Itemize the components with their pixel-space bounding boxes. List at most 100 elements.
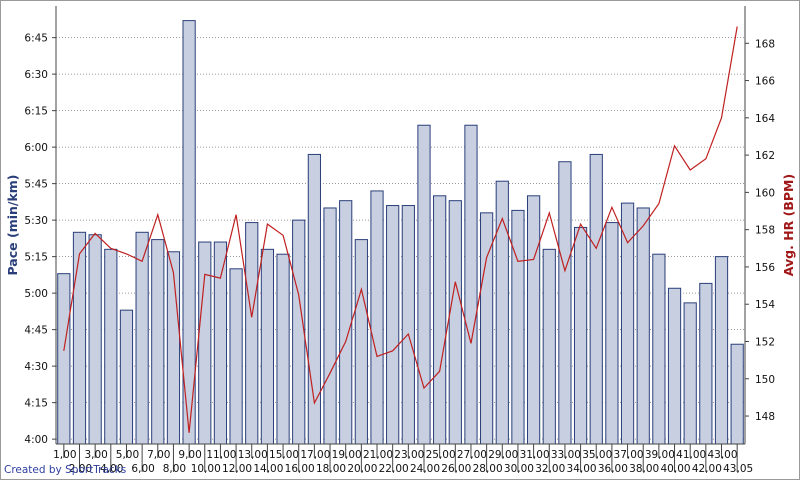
x-tick-label: 16,00 bbox=[285, 463, 315, 475]
hr-tick-label: 160 bbox=[755, 187, 775, 199]
x-tick-label: 17,00 bbox=[300, 449, 330, 461]
hr-tick-label: 162 bbox=[755, 150, 775, 162]
pace-bar bbox=[699, 282, 713, 445]
pace-bar bbox=[370, 190, 384, 445]
pace-tick-label: 5:45 bbox=[24, 179, 48, 191]
pace-tick-label: 4:45 bbox=[24, 325, 48, 337]
credit-label: Created by SportTracks bbox=[4, 464, 127, 476]
pace-bar bbox=[433, 195, 447, 445]
pace-tick-label: 6:45 bbox=[24, 33, 48, 45]
pace-bar bbox=[636, 207, 650, 445]
pace-bar bbox=[88, 234, 102, 445]
pace-bar bbox=[526, 195, 541, 445]
pace-bar bbox=[464, 124, 478, 445]
x-tick-label: 8,00 bbox=[163, 463, 186, 475]
pace-tick-label: 6:00 bbox=[24, 142, 48, 154]
pace-bar bbox=[730, 343, 744, 445]
x-tick-label: 30,00 bbox=[504, 463, 534, 475]
x-tick-label: 36,00 bbox=[598, 463, 628, 475]
x-tick-label: 1,00 bbox=[53, 449, 76, 461]
pace-bar bbox=[292, 219, 306, 445]
pace-bar bbox=[323, 207, 337, 445]
pace-bar bbox=[386, 205, 400, 445]
x-tick-label: 11,00 bbox=[206, 449, 236, 461]
pace-bar bbox=[198, 241, 212, 445]
x-tick-label: 33,00 bbox=[551, 449, 581, 461]
pace-bar bbox=[57, 273, 71, 445]
pace-bar bbox=[166, 251, 181, 445]
pace-bar bbox=[417, 124, 431, 445]
pace-bar bbox=[354, 239, 368, 445]
pace-bar bbox=[135, 231, 149, 445]
x-tick-label: 13,00 bbox=[238, 449, 268, 461]
pace-bar bbox=[104, 248, 118, 445]
pace-tick-label: 4:00 bbox=[24, 434, 48, 446]
y-axis-title: Pace (min/km) bbox=[5, 174, 20, 275]
x-tick-label: 22,00 bbox=[379, 463, 409, 475]
pace-bar bbox=[448, 200, 462, 445]
pace-bar bbox=[589, 153, 603, 445]
x-tick-label: 7,00 bbox=[147, 449, 170, 461]
x-tick-label: 31,00 bbox=[520, 449, 550, 461]
pace-tick-label: 6:15 bbox=[24, 106, 48, 118]
pace-tick-label: 6:30 bbox=[24, 69, 48, 81]
x-tick-label: 38,00 bbox=[629, 463, 659, 475]
pace-tick-label: 5:15 bbox=[24, 252, 48, 264]
x-tick-label: 4,00 bbox=[100, 463, 123, 475]
x-tick-label: 37,00 bbox=[614, 449, 644, 461]
x-tick-label: 35,00 bbox=[582, 449, 612, 461]
x-tick-label: 3,00 bbox=[84, 449, 107, 461]
pace-bar bbox=[182, 20, 196, 445]
hr-tick-label: 166 bbox=[755, 76, 775, 88]
pace-bar bbox=[605, 222, 619, 445]
pace-bar bbox=[542, 248, 556, 445]
x-tick-label: 5,00 bbox=[116, 449, 139, 461]
pace-bar bbox=[573, 226, 588, 445]
pace-bar bbox=[667, 287, 682, 445]
y2-axis-title: Avg. HR (BPM) bbox=[781, 174, 796, 276]
x-tick-label: 9,00 bbox=[178, 449, 201, 461]
pace-bar bbox=[683, 302, 697, 445]
x-tick-label: 42,00 bbox=[692, 463, 722, 475]
pace-tick-label: 4:15 bbox=[24, 398, 48, 410]
pace-bar bbox=[401, 205, 415, 445]
hr-tick-label: 158 bbox=[755, 225, 775, 237]
pace-bar bbox=[276, 253, 290, 445]
x-tick-label: 40,00 bbox=[661, 463, 691, 475]
x-tick-label: 19,00 bbox=[332, 449, 362, 461]
pace-bar bbox=[495, 180, 509, 445]
x-tick-label: 39,00 bbox=[645, 449, 675, 461]
hr-tick-label: 152 bbox=[755, 336, 775, 348]
pace-tick-label: 5:00 bbox=[24, 288, 48, 300]
x-tick-label: 18,00 bbox=[316, 463, 346, 475]
pace-bar bbox=[339, 200, 353, 445]
x-tick-label: 12,00 bbox=[222, 463, 252, 475]
x-tick-label: 23,00 bbox=[394, 449, 424, 461]
pace-bar bbox=[151, 239, 165, 445]
pace-bar bbox=[245, 222, 259, 445]
pace-bar bbox=[229, 268, 243, 445]
x-tick-label: 43,00 bbox=[707, 449, 737, 461]
x-tick-label: 43,05 bbox=[723, 463, 753, 475]
x-tick-label: 25,00 bbox=[426, 449, 456, 461]
x-tick-label: 2,00 bbox=[69, 463, 92, 475]
x-tick-label: 14,00 bbox=[253, 463, 283, 475]
pace-tick-label: 4:30 bbox=[24, 361, 48, 373]
hr-tick-label: 154 bbox=[755, 299, 775, 311]
pace-bar bbox=[260, 248, 275, 445]
hr-tick-label: 156 bbox=[755, 262, 775, 274]
x-tick-label: 10,00 bbox=[191, 463, 221, 475]
hr-tick-label: 168 bbox=[755, 38, 775, 50]
pace-bar bbox=[652, 253, 666, 445]
pace-bar bbox=[714, 256, 729, 445]
pace-bar bbox=[558, 161, 572, 445]
pace-bar bbox=[213, 241, 228, 445]
hr-line bbox=[63, 26, 738, 433]
pace-bar bbox=[72, 231, 87, 445]
x-tick-label: 28,00 bbox=[473, 463, 503, 475]
pace-bar bbox=[620, 202, 635, 445]
pace-bar bbox=[511, 209, 525, 445]
x-tick-label: 26,00 bbox=[441, 463, 471, 475]
pace-tick-label: 5:30 bbox=[24, 215, 48, 227]
